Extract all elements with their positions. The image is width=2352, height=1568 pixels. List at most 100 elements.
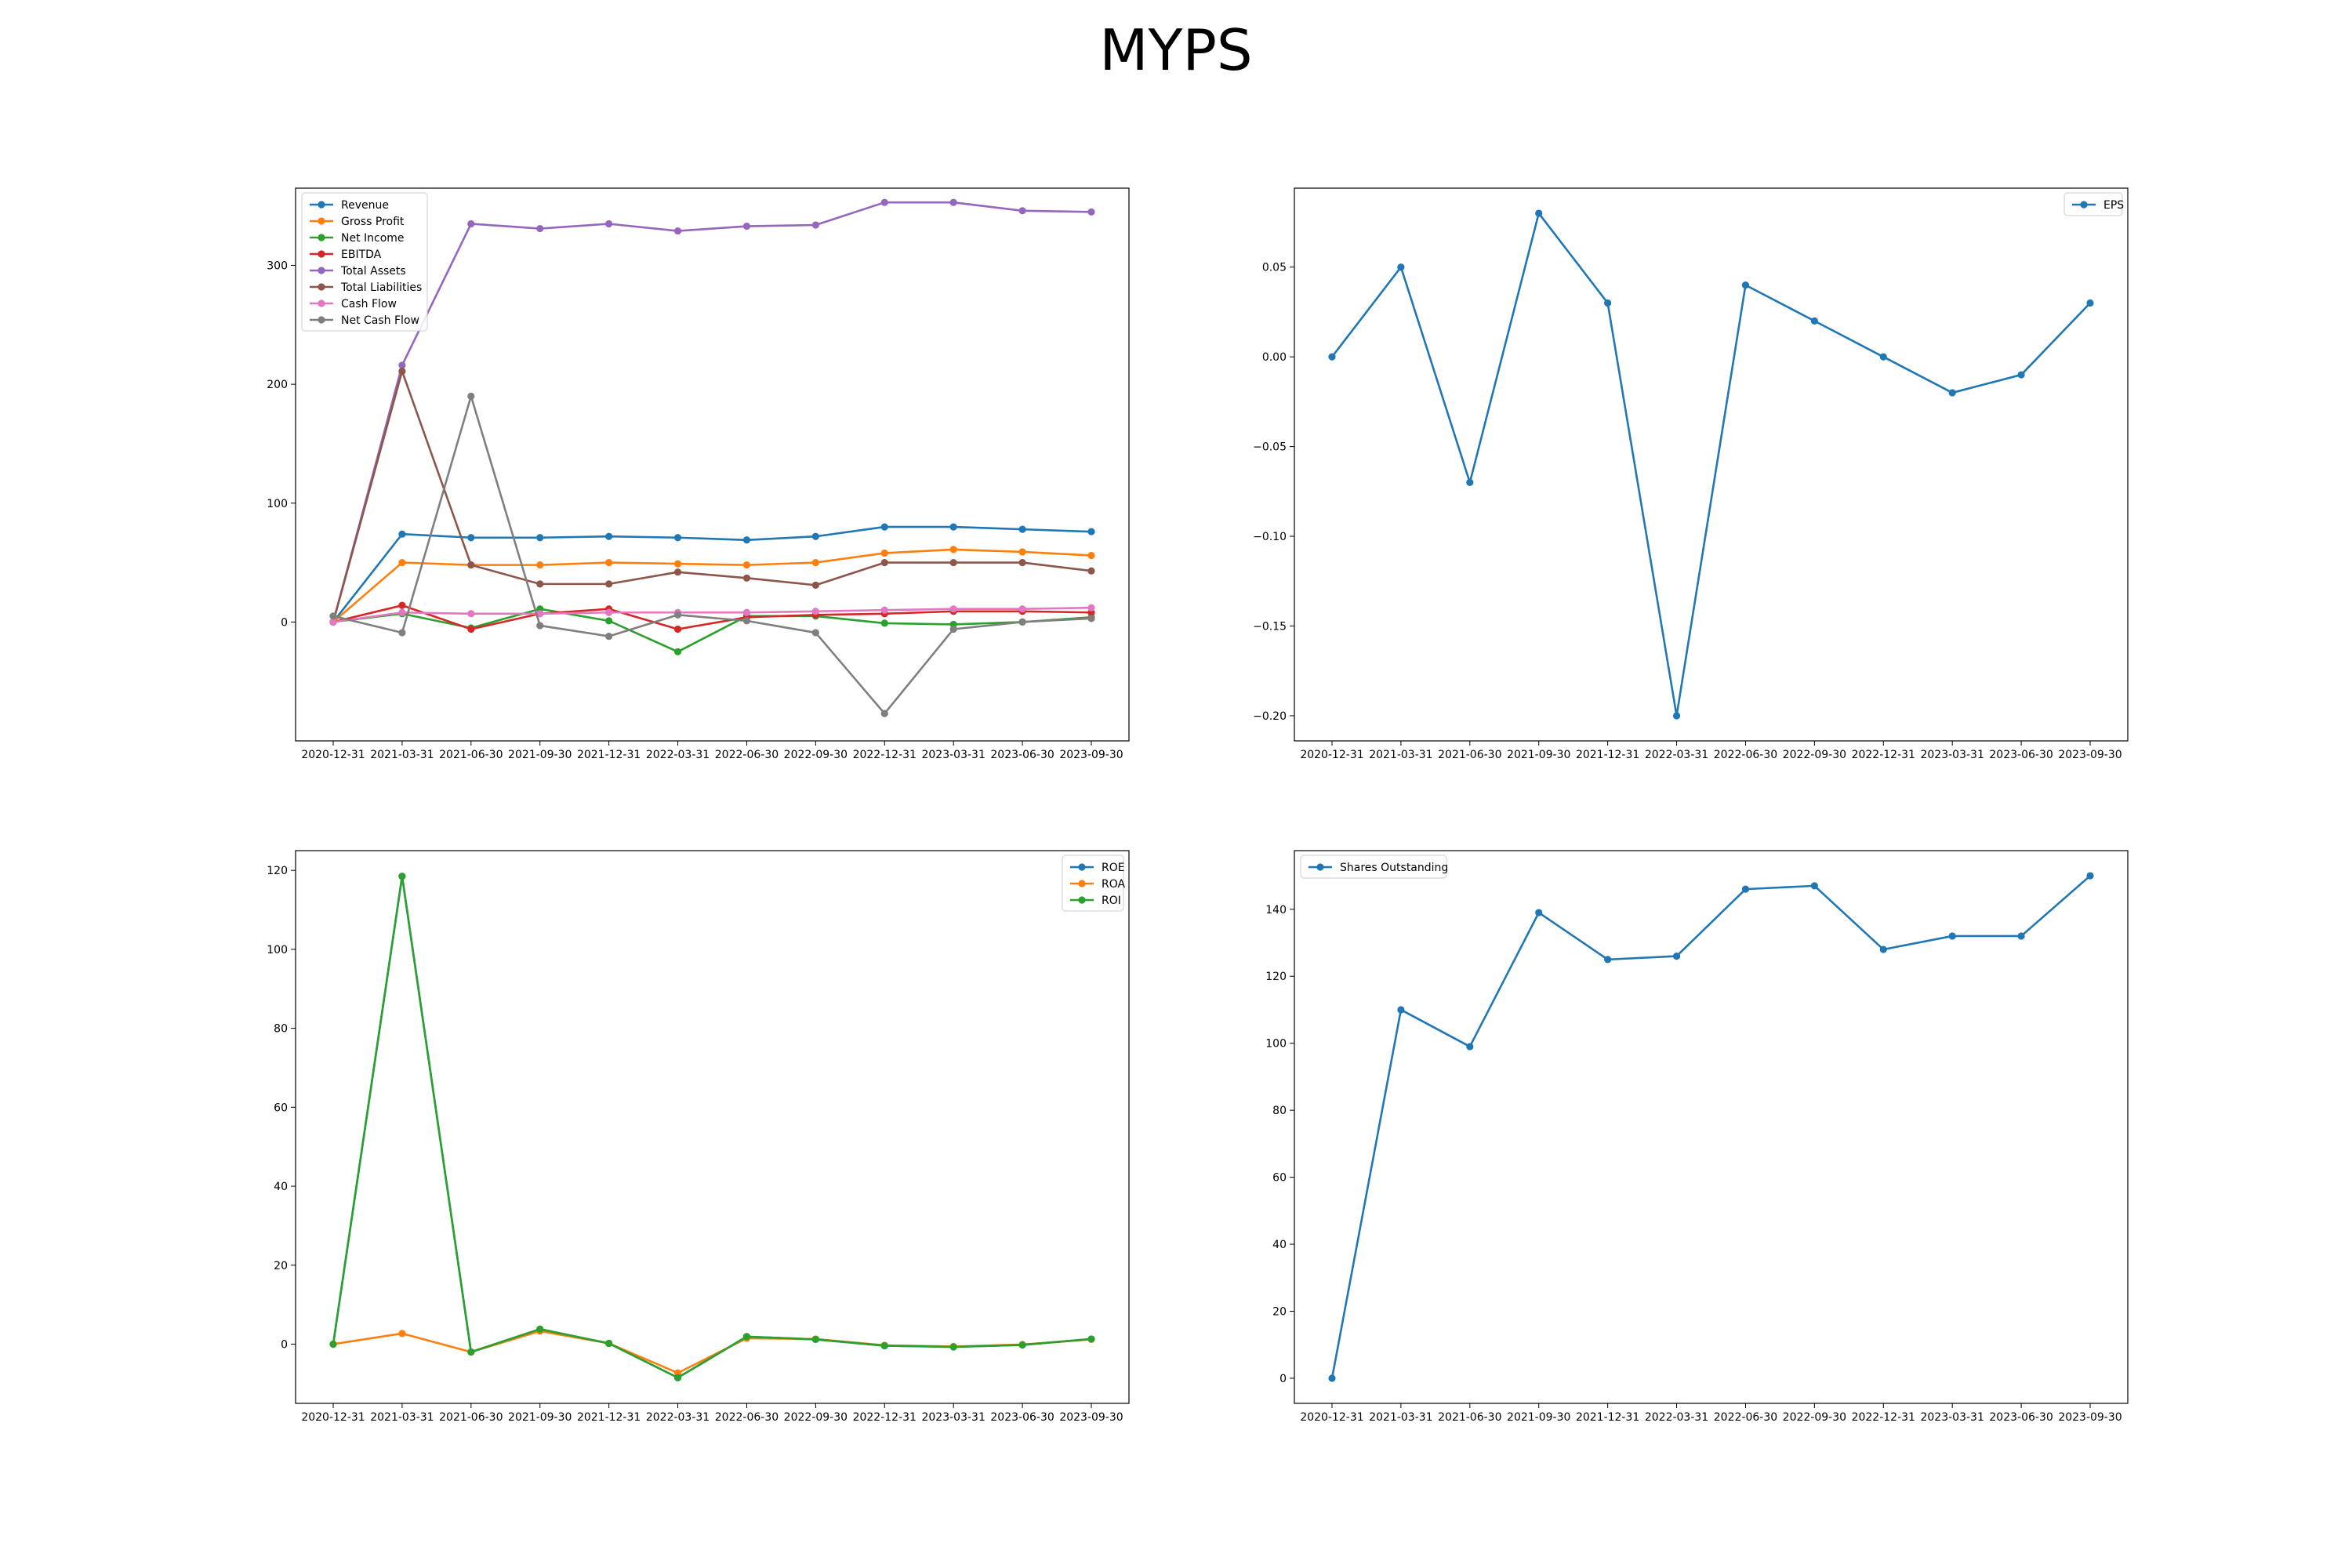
data-point-gross-profit [949,546,957,554]
y-tick-label: 120 [267,865,288,877]
legend-frame [1300,855,1447,879]
data-point-net-income [880,619,888,627]
x-tick-label: 2020-12-31 [1300,749,1363,761]
legend-label-cash-flow: Cash Flow [341,298,397,310]
data-point-roi [605,1339,613,1348]
legend-label-ebitda: EBITDA [341,249,382,261]
data-point-gross-profit [742,561,751,569]
x-tick-label: 2021-12-31 [1576,749,1639,761]
x-tick-label: 2022-12-31 [1852,1411,1915,1424]
data-point-total-assets [742,222,751,230]
data-point-net-cash-flow [536,622,544,630]
series-line-roa [332,1330,1092,1374]
data-point-total-liabilities [398,367,406,376]
data-point-shares-outstanding [2017,932,2025,940]
series-line-net-income [332,608,1092,653]
data-point-total-liabilities [949,558,957,567]
data-point-eps [1604,299,1612,307]
data-point-eps [1328,353,1336,361]
x-tick-label: 2021-12-31 [577,749,641,761]
data-point-roa [398,1330,406,1338]
legend: EPS [2063,192,2124,216]
data-point-gross-profit [673,560,682,568]
data-point-eps [2086,299,2094,307]
series-line-gross-profit [332,548,1092,623]
data-point-total-assets [673,227,682,235]
y-tick-label: 20 [1272,1306,1287,1319]
data-point-net-income [605,617,613,625]
x-tick-label: 2023-06-30 [1989,749,2053,761]
data-point-revenue [398,530,406,538]
x-tick-label: 2022-06-30 [1714,749,1777,761]
x-tick-label: 2023-09-30 [2058,749,2122,761]
legend: ROE ROA ROI [1062,855,1126,912]
data-point-revenue [811,532,819,540]
data-point-cash-flow [811,608,819,615]
data-point-revenue [536,534,544,542]
legend-label-net-income: Net Income [341,232,405,245]
x-tick-label: 2023-06-30 [990,1411,1054,1424]
legend-marker-revenue [318,201,325,209]
data-point-cash-flow [467,610,475,618]
data-point-cash-flow [536,610,544,618]
y-tick-label: 0.05 [1262,262,1287,274]
x-tick-label: 2021-06-30 [1438,749,1501,761]
x-tick-label: 2020-12-31 [301,1411,365,1424]
y-tick-label: 200 [267,379,288,391]
x-tick-label: 2021-09-30 [1507,1411,1570,1424]
data-point-total-liabilities [467,561,475,569]
data-point-shares-outstanding [1948,932,1956,940]
x-tick-label: 2023-09-30 [2058,1411,2122,1424]
data-point-ebitda [467,625,475,633]
data-point-cash-flow [1087,604,1095,612]
legend-label-total-assets: Total Assets [340,265,406,278]
data-point-eps [1741,281,1750,289]
y-tick-label: 60 [1272,1172,1287,1185]
data-point-total-liabilities [880,558,888,567]
legend-label-eps: EPS [2103,199,2124,212]
legend-label-shares-outstanding: Shares Outstanding [1340,862,1448,874]
y-tick-label: 140 [1265,904,1287,916]
data-point-cash-flow [398,608,406,616]
x-tick-label: 2022-12-31 [853,749,916,761]
plot-area-frame [1294,187,2129,742]
y-tick-label: 0 [281,1338,288,1351]
x-tick-label: 2021-03-31 [370,1411,434,1424]
legend-frame [301,192,428,332]
data-point-gross-profit [536,561,544,569]
x-tick-label: 2022-09-30 [784,749,848,761]
series-line-total-liabilities [332,370,1092,622]
y-tick-label: 40 [1272,1239,1287,1251]
data-point-roi [398,873,406,880]
x-tick-label: 2021-06-30 [439,1411,503,1424]
series-line-cash-flow [332,606,1092,623]
data-point-total-assets [536,224,544,233]
series-line-revenue [332,525,1092,623]
data-point-revenue [673,534,682,542]
legend-marker-total-liabilities [318,283,325,291]
x-tick-label: 2022-03-31 [646,1411,710,1424]
x-tick-label: 2022-03-31 [1645,1411,1708,1424]
data-point-total-assets [1018,207,1026,215]
legend-marker-roe [1078,863,1086,871]
data-point-total-liabilities [1018,558,1026,567]
x-tick-label: 2021-12-31 [577,1411,641,1424]
series-line-roi [332,875,1092,1379]
legend-marker-net-cash-flow [318,316,325,324]
data-point-revenue [880,523,888,531]
data-point-net-cash-flow [811,629,819,637]
data-point-net-cash-flow [398,629,406,637]
x-tick-label: 2022-09-30 [1783,749,1846,761]
plot-area-frame [295,850,1130,1404]
series-line-eps [1330,212,2091,717]
legend-label-net-cash-flow: Net Cash Flow [341,314,419,327]
data-point-roi [880,1341,888,1350]
y-tick-label: 120 [1265,971,1287,983]
data-point-revenue [467,534,475,542]
series-line-shares-outstanding [1330,875,2091,1379]
x-tick-label: 2022-06-30 [715,749,779,761]
data-point-total-liabilities [673,568,682,576]
x-tick-label: 2022-06-30 [1714,1411,1777,1424]
data-point-roi [536,1325,544,1333]
data-point-shares-outstanding [1466,1043,1474,1051]
